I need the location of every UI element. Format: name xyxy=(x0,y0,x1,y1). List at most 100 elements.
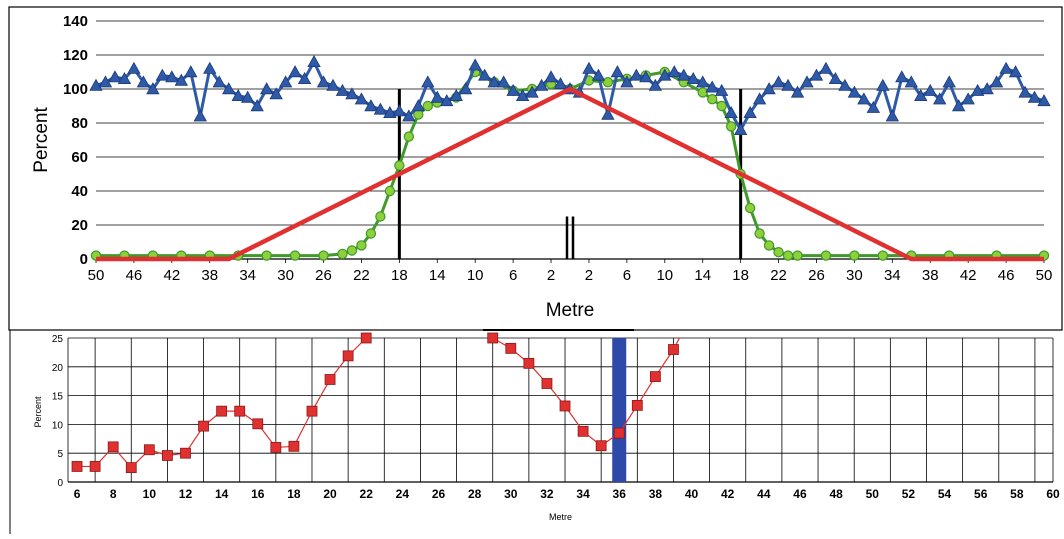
top-x-tick-label: 50 xyxy=(1036,267,1053,284)
top-x-tick-label: 14 xyxy=(429,267,446,284)
blue-series-point xyxy=(724,105,738,118)
top-x-tick-label: 2 xyxy=(585,267,593,284)
blue-series-point xyxy=(847,85,862,98)
red-series-line xyxy=(96,86,1044,262)
bottom-y-tick-label: 0 xyxy=(57,478,63,489)
blue-series-point xyxy=(800,75,814,88)
blue-series-point xyxy=(259,82,274,95)
blue-series-point xyxy=(165,70,179,83)
blue-series-point xyxy=(980,82,994,95)
bottom-series-point xyxy=(613,427,625,439)
blue-series-point xyxy=(335,83,350,96)
blue-series-point xyxy=(127,61,141,74)
bottom-x-tick-label: 8 xyxy=(110,487,117,501)
blue-series-point xyxy=(231,88,245,101)
green-series-point xyxy=(422,100,433,112)
blue-series-point xyxy=(620,75,634,88)
top-x-tick-label: 46 xyxy=(126,267,143,284)
green-series-point xyxy=(725,121,737,132)
bottom-series-point xyxy=(234,405,246,417)
top-x-tick-label: 42 xyxy=(960,267,977,284)
top-y-tick-label: 20 xyxy=(71,217,88,234)
blue-series-point xyxy=(392,104,407,117)
bottom-y-tick-label: 10 xyxy=(52,420,64,431)
blue-series-point xyxy=(629,68,644,81)
blue-series-point xyxy=(136,75,151,88)
bottom-x-tick-label: 22 xyxy=(360,487,374,501)
blue-series-point xyxy=(1027,90,1042,103)
bottom-x-tick-label: 34 xyxy=(576,487,590,501)
top-x-tick-label: 34 xyxy=(239,267,256,284)
top-x-tick-label: 2 xyxy=(547,267,555,284)
bottom-x-tick-label: 56 xyxy=(974,487,988,501)
bottom-series-point xyxy=(324,374,336,385)
blue-series-point xyxy=(146,82,160,95)
green-series-point xyxy=(346,245,358,256)
blue-series-point xyxy=(203,61,217,74)
bottom-x-tick-label: 30 xyxy=(504,487,518,501)
blue-series-point xyxy=(762,82,776,95)
bottom-series-point xyxy=(216,405,228,417)
bottom-x-tick-label: 38 xyxy=(649,487,663,501)
blue-series-point xyxy=(269,87,283,100)
green-series-point xyxy=(289,250,301,261)
blue-series-point xyxy=(895,70,909,83)
green-series-point xyxy=(820,250,832,261)
green-series-point xyxy=(877,250,889,261)
blue-series-point xyxy=(212,75,226,88)
blue-series-point xyxy=(961,92,975,105)
top-y-tick-label: 40 xyxy=(71,183,88,200)
blue-series-point xyxy=(89,78,103,91)
blue-series-point xyxy=(989,75,1004,88)
green-series-point xyxy=(261,250,272,261)
blue-series-point xyxy=(354,92,369,105)
bottom-x-tick-label: 18 xyxy=(287,487,301,501)
top-x-tick-label: 30 xyxy=(846,267,863,284)
blue-series-point xyxy=(326,78,340,91)
green-series-point xyxy=(394,160,405,171)
blue-series-point xyxy=(297,71,312,84)
bottom-series-point xyxy=(360,332,372,344)
green-series-point xyxy=(716,100,727,112)
green-series-point xyxy=(375,211,386,222)
bottom-series-point xyxy=(270,442,282,453)
blue-series-point xyxy=(639,70,653,83)
blue-series-point xyxy=(307,54,321,67)
bottom-x-tick-label: 24 xyxy=(396,487,410,501)
blue-series-point xyxy=(752,92,767,105)
bottom-series-point xyxy=(288,440,300,452)
top-y-axis-title: Percent xyxy=(31,107,52,173)
blue-series-point xyxy=(591,68,606,81)
green-series-point xyxy=(754,228,765,239)
top-x-tick-label: 50 xyxy=(88,267,105,284)
bottom-x-tick-label: 16 xyxy=(251,487,265,501)
blue-series-point xyxy=(98,75,113,88)
bottom-x-tick-label: 36 xyxy=(613,487,627,501)
bottom-series-point xyxy=(180,447,191,459)
blue-series-point xyxy=(876,78,890,91)
blue-series-point xyxy=(857,92,871,105)
blue-series-point xyxy=(743,105,757,118)
blue-series-point xyxy=(610,65,625,78)
blue-series-point xyxy=(904,75,918,88)
top-x-axis-title: Metre xyxy=(546,300,595,321)
blue-series-point xyxy=(999,61,1013,74)
bottom-x-tick-label: 6 xyxy=(74,487,81,501)
bottom-series-point xyxy=(649,371,661,382)
top-y-tick-label: 100 xyxy=(63,81,88,98)
top-x-tick-label: 18 xyxy=(391,267,408,284)
green-series-point xyxy=(849,250,860,261)
bottom-highlight-bar xyxy=(612,338,627,482)
green-series-point xyxy=(356,240,367,251)
bottom-x-tick-label: 40 xyxy=(685,487,699,501)
top-y-tick-label: 120 xyxy=(63,47,88,64)
blue-series-point xyxy=(705,80,719,93)
top-x-tick-label: 26 xyxy=(315,267,332,284)
blue-series-point xyxy=(1037,94,1051,107)
blue-series-point xyxy=(193,109,207,122)
blue-series-point xyxy=(828,71,843,84)
bottom-x-tick-label: 32 xyxy=(540,487,554,501)
bottom-series-point xyxy=(523,357,535,369)
bottom-y-tick-label: 20 xyxy=(52,363,64,374)
blue-series-point xyxy=(222,82,236,95)
